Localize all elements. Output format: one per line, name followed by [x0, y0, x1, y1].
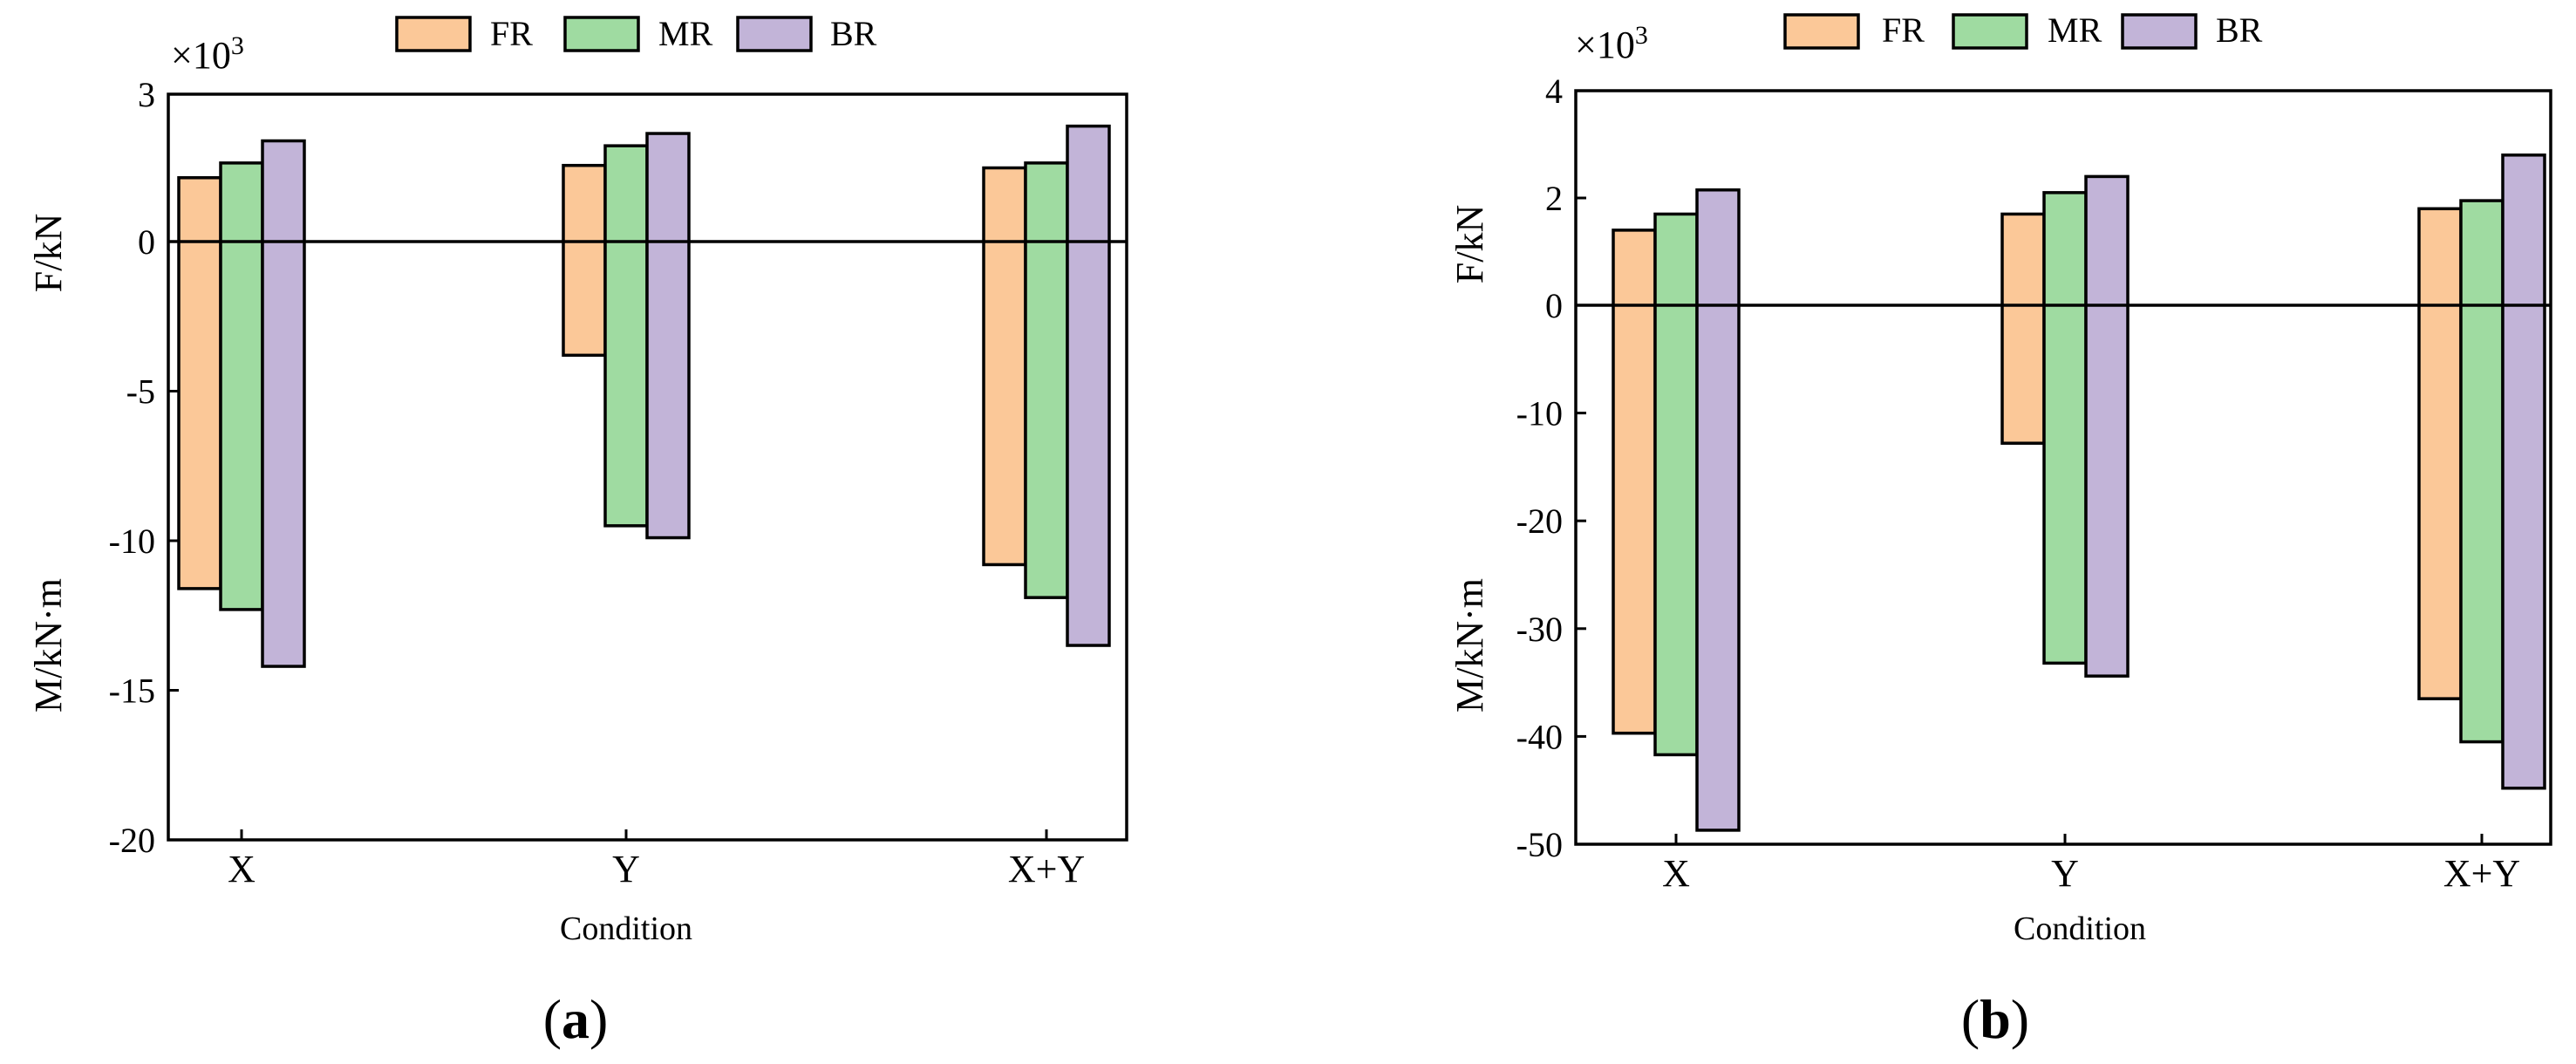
y-tick-label-b-4: -20	[1516, 501, 1563, 541]
bar-b-fr-y	[2000, 212, 2046, 445]
y-tick-label-b-2: 0	[1545, 286, 1563, 325]
plot-frame-b	[1574, 89, 2552, 846]
bars-b	[1612, 153, 2546, 832]
bar-a-mr-y	[603, 144, 649, 528]
y-tick-label-a-0: 3	[138, 75, 155, 114]
multiplier-a: ×103	[171, 31, 244, 77]
xlabel-b: Condition	[2014, 911, 2146, 947]
bar-b-br-y	[2084, 174, 2130, 678]
bar-a-fr-xplusy	[982, 166, 1027, 567]
y-axis-ticks-b: 4 2 0 -10 -20 -30 -40 -50	[1516, 72, 1586, 864]
ylabel-bottom-a: M/kN·m	[27, 578, 70, 713]
x-category-label-b-1: Y	[2051, 852, 2079, 895]
y-tick-label-b-6: -40	[1516, 717, 1563, 756]
x-category-label-a-1: Y	[612, 848, 640, 890]
legend-a-fr-swatch	[395, 16, 472, 52]
legend-a-br-swatch	[736, 16, 813, 52]
bar-a-fr-y	[562, 163, 607, 358]
ylabel-bottom-b: M/kN·m	[1448, 578, 1491, 713]
bar-a-br-x	[261, 139, 306, 668]
bar-a-br-y	[645, 132, 691, 540]
y-tick-label-b-1: 2	[1545, 179, 1563, 218]
y-tick-label-b-0: 4	[1545, 72, 1563, 111]
plot-frame-a	[167, 92, 1128, 842]
legend-a-mr-swatch	[563, 16, 640, 52]
bars-a	[177, 124, 1111, 668]
bar-b-br-xplusy	[2501, 153, 2546, 790]
bar-b-fr-x	[1612, 228, 1657, 735]
panel-a: FR MR BR ×103 F/kN M/kN·m 30-5-10-15-20 …	[27, 14, 1128, 1050]
legend-b-mr-swatch	[1952, 13, 2028, 50]
y-tick-label-a-3: -10	[109, 522, 155, 561]
y-tick-label-a-5: -20	[109, 821, 155, 860]
x-category-label-a-0: X	[228, 848, 256, 890]
panel-label-b: (b)	[1961, 988, 2029, 1050]
y-tick-label-a-2: -5	[126, 372, 155, 412]
legend-a-br-label: BR	[830, 14, 877, 53]
y-tick-label-a-1: 0	[138, 222, 155, 262]
bar-a-br-xplusy	[1066, 124, 1111, 647]
y-tick-label-b-5: -30	[1516, 610, 1563, 649]
legend-b-br-label: BR	[2216, 10, 2263, 50]
bar-a-mr-x	[219, 161, 264, 611]
legend-b: FR MR BR	[1783, 10, 2263, 50]
legend-b-fr-swatch	[1783, 13, 1860, 50]
multiplier-b: ×103	[1575, 21, 1648, 66]
panel-label-a: (a)	[543, 988, 609, 1050]
panel-b: FR MR BR ×103 F/kN M/kN·m 4 2 0 -10 -20 -30 -4…	[1448, 10, 2552, 1050]
x-axis-categories-b: X Y X+Y	[1662, 834, 2520, 895]
bar-a-fr-x	[177, 176, 222, 590]
bar-a-mr-xplusy	[1024, 161, 1069, 599]
y-tick-label-b-3: -10	[1516, 394, 1563, 433]
y-tick-label-b-7: -50	[1516, 825, 1563, 864]
legend-b-fr-label: FR	[1882, 10, 1925, 50]
legend-a-fr-label: FR	[490, 14, 533, 53]
y-tick-label-a-4: -15	[109, 672, 155, 711]
x-category-label-b-2: X+Y	[2443, 852, 2520, 895]
bar-b-mr-x	[1653, 212, 1699, 757]
bar-b-mr-xplusy	[2459, 199, 2504, 744]
ylabel-top-b: F/kN	[1448, 205, 1491, 283]
bar-b-br-x	[1695, 188, 1741, 832]
legend-a: FR MR BR	[395, 14, 877, 53]
legend-a-mr-label: MR	[658, 14, 713, 53]
ylabel-top-a: F/kN	[27, 214, 70, 292]
x-axis-categories-a: X Y X+Y	[228, 829, 1085, 890]
legend-b-mr-label: MR	[2048, 10, 2102, 50]
legend-b-br-swatch	[2121, 13, 2198, 50]
bar-b-mr-y	[2042, 191, 2088, 665]
x-category-label-b-0: X	[1662, 852, 1690, 895]
xlabel-a: Condition	[560, 911, 692, 947]
bar-b-fr-xplusy	[2417, 207, 2463, 700]
x-category-label-a-2: X+Y	[1008, 848, 1085, 890]
y-axis-ticks-a: 3 0 -5 -10 -15 -20	[109, 75, 179, 860]
